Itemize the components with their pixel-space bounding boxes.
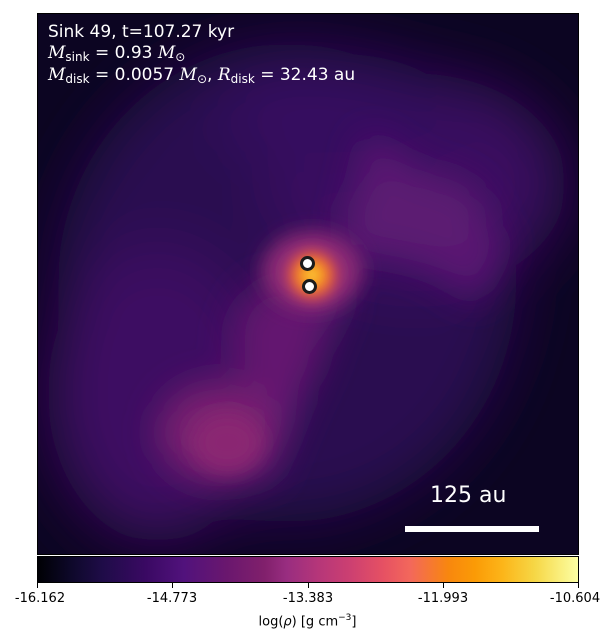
sink-marker-b	[302, 279, 317, 294]
m-disk-subscript: disk	[65, 72, 90, 86]
r-disk-subscript: disk	[230, 72, 255, 86]
r-disk-symbol: R	[217, 65, 231, 85]
colorbar-label-suffix: ]	[351, 614, 357, 630]
m-disk-value: = 0.0057	[94, 65, 175, 85]
colorbar-label-prefix: log(	[258, 614, 284, 630]
m-sink-value: = 0.93	[94, 43, 153, 63]
m-sink-unit: M	[157, 43, 176, 63]
colorbar-tick-label: -10.604	[549, 591, 601, 606]
colorbar-tick-label: -13.383	[282, 591, 334, 606]
colorbar-label: log(ρ) [g cm−3]	[0, 613, 615, 629]
colorbar-tick	[308, 583, 309, 588]
colorbar-tick	[172, 583, 173, 588]
sink-title: Sink 49, t=107.27 kyr	[48, 22, 235, 42]
r-disk-value: = 32.43 au	[260, 65, 356, 85]
colorbar-tick	[37, 583, 38, 588]
disk-properties-label: Mdisk = 0.0057 M⊙, Rdisk = 32.43 au	[48, 65, 355, 89]
colorbar-tick	[443, 583, 444, 588]
colorbar-label-units: ) [g cm	[291, 614, 339, 630]
m-disk-unit-subscript: ⊙	[196, 72, 208, 86]
m-sink-unit-subscript: ⊙	[175, 50, 186, 64]
sink-mass-label: Msink = 0.93 M⊙	[48, 43, 185, 67]
m-disk-unit: M	[179, 65, 197, 85]
disk-separator: ,	[207, 65, 218, 85]
density-map-image	[38, 14, 578, 554]
scalebar-line	[405, 526, 539, 532]
m-sink-symbol: M	[48, 43, 66, 63]
colorbar	[37, 556, 579, 583]
m-sink-subscript: sink	[65, 50, 90, 64]
colorbar-label-exponent: −3	[338, 613, 352, 623]
colorbar-tick-label: -14.773	[146, 591, 198, 606]
scalebar-label: 125 au	[430, 483, 507, 508]
colorbar-tick	[578, 583, 579, 588]
density-map-panel: Sink 49, t=107.27 kyr Msink = 0.93 M⊙ Md…	[37, 13, 579, 555]
sink-marker-a	[300, 256, 315, 271]
colorbar-tick-label: -16.162	[14, 591, 66, 606]
m-disk-symbol: M	[48, 65, 66, 85]
colorbar-label-rho: ρ	[283, 614, 292, 630]
colorbar-tick-label: -11.993	[417, 591, 469, 606]
